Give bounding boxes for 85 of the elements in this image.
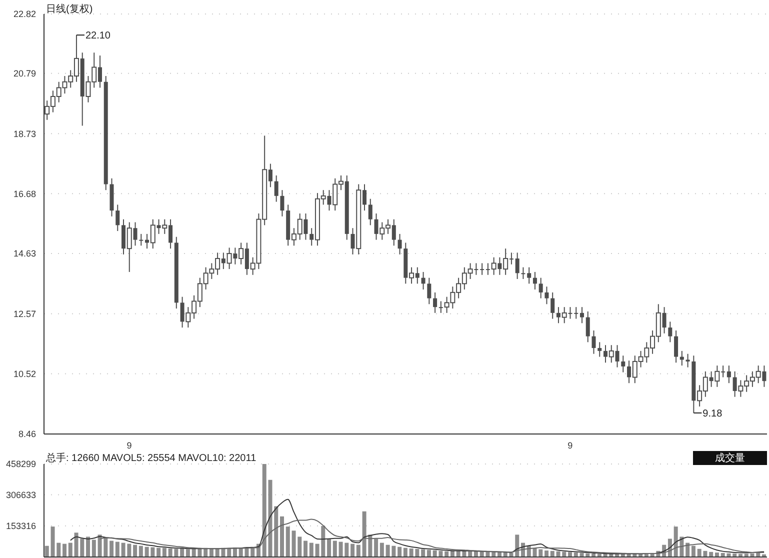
bar [568,552,572,557]
x-tick-label: 9 [568,440,573,450]
bar [544,550,549,557]
bar [691,546,696,557]
candlestick [574,306,578,320]
bar [421,549,426,557]
candlestick [544,286,549,305]
bar [332,540,337,557]
x-tick-label: 9 [126,440,132,450]
y-tick-label: 10.52 [13,368,36,379]
bar [492,552,496,557]
bar [350,544,355,557]
candlestick [421,271,426,290]
bar [209,548,214,557]
bar [450,550,454,557]
bar [550,550,554,557]
candlestick [427,277,432,305]
y-tick-label: 458299 [6,459,36,470]
bar [327,538,332,557]
bar [714,552,719,557]
bar [274,506,278,557]
candlestick [280,190,284,217]
bar [110,540,114,557]
bar [374,538,378,557]
bar [44,546,49,557]
candlestick [668,321,672,343]
y-tick-label: 16.68 [13,188,36,199]
candlestick [521,266,526,280]
y-tick-label: 20.79 [13,68,36,79]
bar [304,540,308,557]
candlestick [538,277,543,299]
candlestick [598,342,602,358]
bar [286,526,290,557]
candlestick [274,174,278,202]
line-series [99,518,765,554]
y-tick-label: 306633 [6,490,36,500]
bar [186,549,190,557]
annotation: 成交量 [693,451,767,465]
candlestick [621,355,626,373]
candlestick [580,306,584,324]
bar [115,542,120,557]
y-tick-label: 14.63 [13,248,36,259]
candlestick [398,233,402,255]
bar [180,548,184,557]
bar [309,542,314,557]
bar [86,536,90,557]
bar [380,542,384,557]
candlestick [686,353,690,368]
candlestick [726,365,731,384]
bar [403,548,408,557]
candlestick [368,198,372,226]
bar [574,552,578,557]
bar [138,546,143,557]
y-tick-label: 12.57 [13,308,36,319]
annotation: 22.10 [85,30,111,42]
candlestick [674,330,678,364]
candlestick [586,310,590,343]
bar [92,540,96,557]
candlestick [592,330,596,354]
candlestick [515,252,520,280]
line-series [70,498,765,554]
bar [474,552,478,557]
bar [426,550,431,557]
candlestick [532,271,537,290]
candlestick [433,292,438,314]
chart-title: 总手: 12660 MAVOL5: 25554 MAVOL10: 22011 [46,452,256,465]
candlestick [139,233,144,246]
candlestick [527,266,532,284]
chart-title: 日线(复权) [46,2,93,16]
candlestick [550,292,555,320]
bar [280,516,284,557]
y-tick-label: 22.82 [13,9,36,20]
bar [156,548,161,557]
bar [68,542,72,557]
y-tick-label: 8.46 [18,429,36,440]
bar [398,546,402,557]
candlestick [480,262,484,276]
annotation: 9.18 [702,408,723,420]
bar [62,544,67,557]
bar [162,548,166,557]
bar [133,544,138,557]
candlestick [116,204,120,232]
y-tick-label: 18.73 [13,128,36,139]
bar [356,544,360,557]
y-tick-label: 153316 [6,521,36,532]
